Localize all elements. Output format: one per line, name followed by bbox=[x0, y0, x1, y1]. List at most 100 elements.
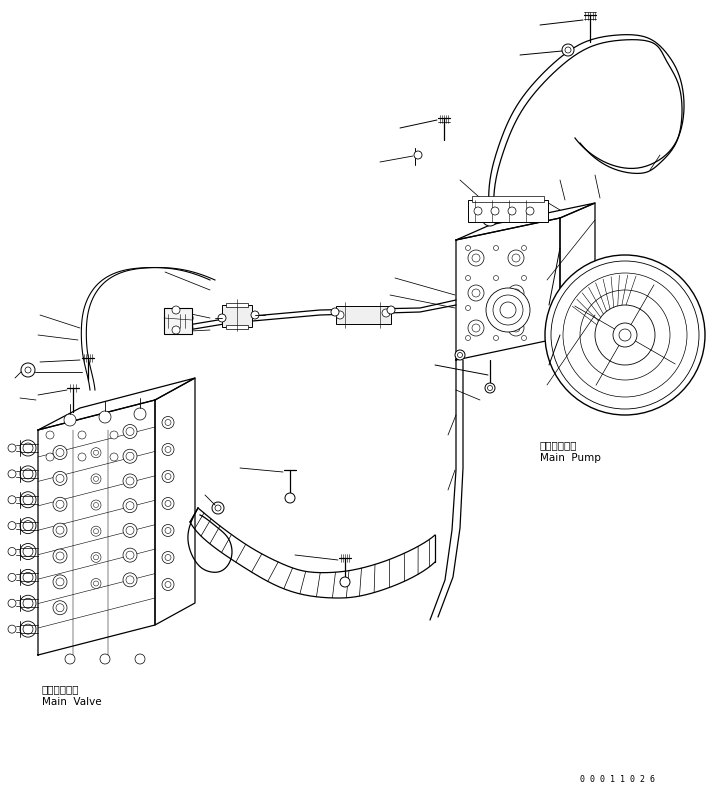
Circle shape bbox=[162, 417, 174, 429]
Circle shape bbox=[172, 306, 180, 314]
Circle shape bbox=[162, 579, 174, 591]
Circle shape bbox=[508, 285, 524, 301]
Circle shape bbox=[472, 289, 480, 297]
Circle shape bbox=[126, 576, 134, 584]
Circle shape bbox=[165, 527, 171, 534]
Circle shape bbox=[53, 601, 67, 614]
Circle shape bbox=[595, 305, 655, 365]
Circle shape bbox=[212, 502, 224, 514]
Text: Main  Valve: Main Valve bbox=[42, 697, 102, 707]
Circle shape bbox=[110, 431, 118, 439]
Circle shape bbox=[485, 383, 495, 393]
Circle shape bbox=[91, 500, 101, 510]
Circle shape bbox=[93, 476, 98, 481]
Circle shape bbox=[135, 654, 145, 664]
Circle shape bbox=[56, 474, 64, 482]
Circle shape bbox=[78, 453, 86, 461]
Circle shape bbox=[20, 440, 36, 456]
Circle shape bbox=[474, 207, 482, 215]
Circle shape bbox=[126, 428, 134, 436]
Circle shape bbox=[53, 575, 67, 589]
Circle shape bbox=[134, 408, 146, 420]
Circle shape bbox=[336, 311, 344, 319]
Circle shape bbox=[521, 246, 526, 251]
Circle shape bbox=[382, 309, 390, 317]
Circle shape bbox=[99, 411, 111, 423]
Circle shape bbox=[493, 295, 523, 325]
Circle shape bbox=[472, 324, 480, 332]
Circle shape bbox=[512, 289, 520, 297]
Circle shape bbox=[20, 466, 36, 482]
Circle shape bbox=[23, 469, 33, 479]
Circle shape bbox=[20, 543, 36, 559]
Bar bbox=[336, 306, 391, 324]
Circle shape bbox=[53, 445, 67, 460]
Circle shape bbox=[165, 420, 171, 425]
Circle shape bbox=[8, 547, 16, 555]
Circle shape bbox=[468, 285, 484, 301]
Circle shape bbox=[91, 448, 101, 458]
Bar bbox=[226, 303, 248, 307]
Circle shape bbox=[56, 578, 64, 586]
Bar bbox=[164, 308, 192, 334]
Circle shape bbox=[65, 654, 75, 664]
Circle shape bbox=[491, 207, 499, 215]
Circle shape bbox=[165, 473, 171, 480]
Circle shape bbox=[8, 470, 16, 478]
Circle shape bbox=[486, 288, 530, 332]
Circle shape bbox=[20, 570, 36, 586]
Circle shape bbox=[545, 255, 705, 415]
Circle shape bbox=[162, 471, 174, 483]
Circle shape bbox=[53, 549, 67, 563]
Circle shape bbox=[512, 254, 520, 262]
Circle shape bbox=[123, 548, 137, 562]
Bar bbox=[222, 305, 252, 327]
Circle shape bbox=[23, 598, 33, 608]
Circle shape bbox=[562, 44, 574, 56]
Circle shape bbox=[472, 254, 480, 262]
Circle shape bbox=[619, 329, 631, 341]
Circle shape bbox=[20, 595, 36, 611]
Circle shape bbox=[165, 500, 171, 507]
Circle shape bbox=[468, 320, 484, 336]
Circle shape bbox=[488, 385, 493, 390]
Circle shape bbox=[93, 581, 98, 586]
Circle shape bbox=[331, 308, 339, 316]
Circle shape bbox=[508, 250, 524, 266]
Circle shape bbox=[580, 290, 670, 380]
Text: Main  Pump: Main Pump bbox=[540, 453, 601, 463]
Circle shape bbox=[8, 496, 16, 504]
Circle shape bbox=[162, 524, 174, 536]
Circle shape bbox=[493, 246, 498, 251]
Bar bbox=[226, 325, 248, 329]
Text: メインバルブ: メインバルブ bbox=[42, 684, 80, 694]
Circle shape bbox=[53, 497, 67, 512]
Circle shape bbox=[126, 452, 134, 460]
Circle shape bbox=[93, 450, 98, 455]
Circle shape bbox=[414, 151, 422, 159]
Circle shape bbox=[91, 579, 101, 588]
Circle shape bbox=[93, 503, 98, 508]
Circle shape bbox=[20, 621, 36, 637]
Circle shape bbox=[183, 323, 193, 333]
Circle shape bbox=[457, 353, 462, 358]
Circle shape bbox=[500, 302, 516, 318]
Circle shape bbox=[56, 526, 64, 534]
Text: 0 0 0 1 1 0 2 6: 0 0 0 1 1 0 2 6 bbox=[580, 775, 655, 784]
Circle shape bbox=[340, 577, 350, 587]
Circle shape bbox=[23, 572, 33, 583]
Circle shape bbox=[56, 552, 64, 560]
Circle shape bbox=[64, 414, 76, 426]
Circle shape bbox=[46, 453, 54, 461]
Circle shape bbox=[126, 502, 134, 510]
Circle shape bbox=[46, 431, 54, 439]
Circle shape bbox=[25, 367, 31, 373]
Circle shape bbox=[20, 492, 36, 508]
Circle shape bbox=[613, 323, 637, 347]
Text: メインポンプ: メインポンプ bbox=[540, 440, 577, 450]
Circle shape bbox=[215, 505, 221, 511]
Circle shape bbox=[126, 551, 134, 559]
Circle shape bbox=[78, 431, 86, 439]
Circle shape bbox=[162, 497, 174, 509]
Circle shape bbox=[521, 335, 526, 341]
